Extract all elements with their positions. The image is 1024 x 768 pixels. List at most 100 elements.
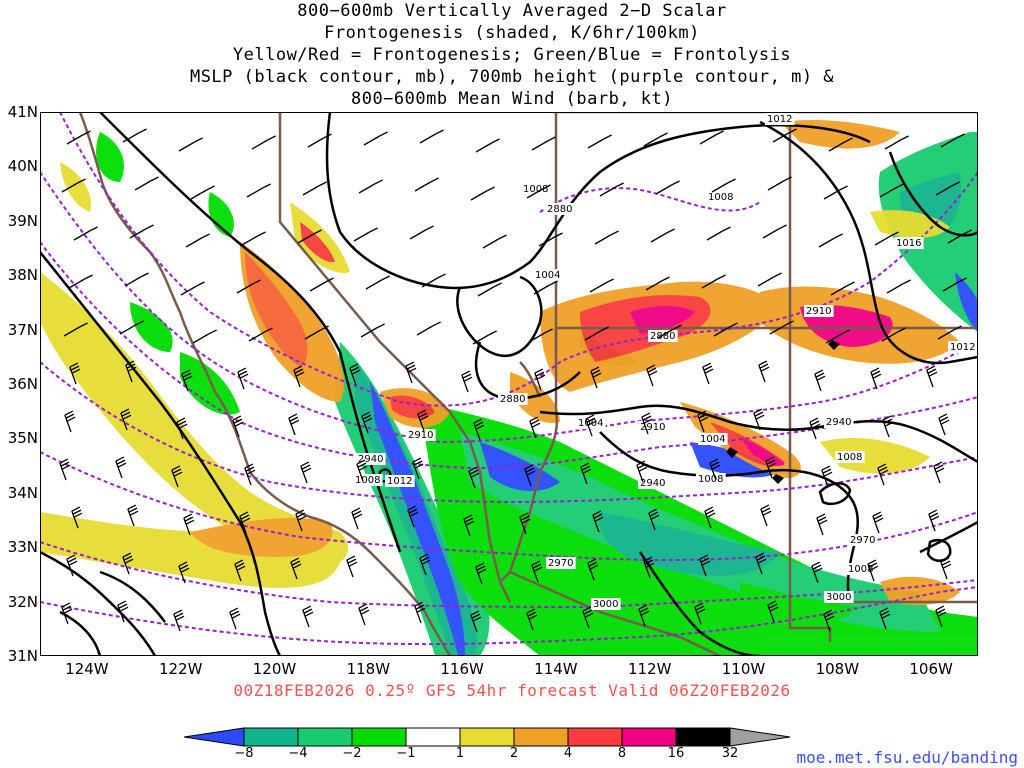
wind-barb (879, 183, 904, 198)
wind-barb (236, 279, 261, 294)
wind-barb (239, 511, 251, 534)
wind-barb (772, 128, 797, 143)
colorbar-tick-label: 32 (721, 746, 739, 761)
mslp-label: 1012 (767, 114, 792, 125)
height-label: 3000 (826, 592, 851, 603)
wind-barb (405, 361, 417, 384)
wind-barb (309, 277, 334, 292)
wind-barb (472, 330, 497, 345)
wind-barb (828, 137, 853, 152)
wind-barb (599, 182, 624, 197)
wind-barb (699, 130, 724, 145)
latitude-label: 37N (7, 320, 38, 339)
wind-barb (346, 555, 358, 578)
wind-barb (117, 600, 129, 623)
height-label: 3000 (593, 599, 618, 610)
wind-barb (180, 281, 205, 296)
wind-barb (538, 232, 563, 247)
wind-barb (755, 552, 767, 575)
height-label: 2940 (640, 478, 665, 489)
wind-barb (933, 461, 945, 484)
wind-barb (407, 505, 419, 528)
wind-barb (192, 329, 217, 344)
colorbar-tick-label: −1 (396, 746, 416, 761)
longitude-label: 120W (252, 660, 297, 678)
wind-barb (64, 410, 76, 433)
wind-barb (584, 326, 609, 341)
wind-barb (531, 136, 556, 151)
wind-barb (349, 363, 361, 386)
wind-barb (232, 415, 244, 438)
height-label-bg (648, 330, 678, 342)
height-label: 2910 (408, 430, 433, 441)
wind-barb (417, 409, 429, 432)
state-borders (278, 112, 978, 656)
wind-barb (297, 229, 322, 244)
wind-barb (363, 131, 388, 146)
colorbar-tick-label: 8 (617, 746, 627, 761)
wind-barb (171, 465, 183, 488)
title-line: Yellow/Red = Frontogenesis; Green/Blue =… (232, 45, 792, 65)
longitude-label: 112W (627, 660, 672, 678)
wind-barb (870, 367, 882, 390)
wind-barb (753, 408, 765, 431)
wind-barb (657, 324, 682, 339)
wind-barb (531, 560, 543, 583)
wind-barb (589, 278, 614, 293)
wind-barb (529, 416, 541, 439)
wind-barb (648, 508, 660, 531)
height-label: 2880 (500, 394, 525, 405)
wind-barb (475, 562, 487, 585)
wind-barb (760, 504, 772, 527)
wind-barb (365, 275, 390, 290)
wind-barb (713, 322, 738, 337)
wind-barb (119, 320, 144, 335)
wind-barb (304, 325, 329, 340)
wind-barb (884, 135, 909, 150)
mslp-label: 1008 (698, 474, 723, 485)
wind-barb (704, 506, 716, 529)
wind-barb (823, 185, 848, 200)
colorbar-tick-label: −8 (234, 746, 254, 761)
wind-barb (765, 456, 777, 479)
colorbar-segment (351, 727, 407, 747)
wind-barb (307, 133, 332, 148)
wind-barb (416, 321, 441, 336)
frontogenesis-cores (726, 340, 840, 484)
wind-barb (61, 602, 73, 625)
wind-barb (248, 327, 273, 342)
wind-barb (288, 413, 300, 436)
wind-barb (470, 186, 495, 201)
latitude-label: 41N (7, 103, 38, 121)
wind-barb (818, 233, 843, 248)
wind-barb (879, 607, 891, 630)
wind-barb (120, 408, 132, 431)
wind-barb (767, 600, 779, 623)
wind-barb (590, 366, 602, 389)
height-label: 2970 (548, 558, 573, 569)
wind-barb (61, 178, 86, 193)
longitude-label: 106W (909, 660, 953, 678)
wind-barb (757, 272, 782, 287)
map-title: 800−600mb Vertically Averaged 2−D Scalar… (0, 0, 1024, 110)
wind-barb (351, 507, 363, 530)
wind-barb (655, 180, 680, 195)
wind-barb (412, 457, 424, 480)
wind-barb (414, 177, 439, 192)
wind-barb (935, 181, 960, 196)
wind-barb (463, 514, 475, 537)
wind-barb (473, 418, 485, 441)
latitude-label: 31N (7, 647, 38, 665)
wind-barb (587, 134, 612, 149)
mslp-label-bg (576, 417, 606, 429)
latitude-label: 36N (7, 375, 38, 393)
height-label-bg (824, 416, 854, 428)
wind-barb (69, 362, 81, 385)
wind-barb (881, 327, 906, 342)
wind-barb (534, 368, 546, 391)
mslp-label-bg (894, 237, 924, 249)
wind-barb (73, 226, 98, 241)
latitude-label: 32N (7, 592, 38, 611)
mslp-label-bg (835, 451, 865, 463)
mslp-label: 1008 (523, 184, 548, 195)
